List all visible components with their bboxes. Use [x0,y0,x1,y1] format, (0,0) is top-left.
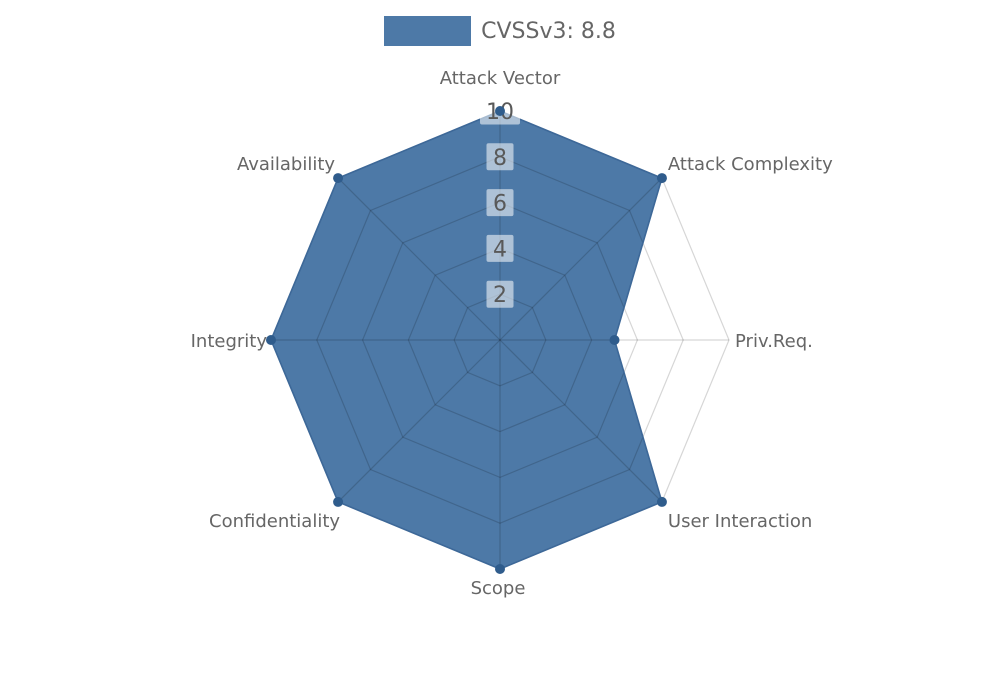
radar-point [656,496,667,507]
radar-tick-label: 6 [493,192,507,217]
radar-grid-ring [361,201,639,479]
radar-grid-ring [407,247,593,433]
radar-tick-label: 2 [493,283,507,308]
radar-point [656,173,667,184]
radar-grid-spoke [499,177,663,341]
radar-grid-spoke [499,339,663,503]
radar-grid-spoke [337,177,501,341]
axis-label-integrity: Integrity [191,331,268,352]
radar-point [266,335,276,345]
radar-tick-label: 4 [493,237,507,262]
axis-label-scope: Scope [471,578,526,599]
axis-label-user-interaction: User Interaction [668,511,812,532]
radar-tick-box [486,189,514,217]
legend: CVSSv3: 8.8 [0,16,1000,46]
radar-tick-box [486,143,514,171]
radar-tick-label: 8 [493,146,507,171]
axis-label-attack-vector: Attack Vector [440,68,561,89]
radar-tick-box [486,234,514,262]
radar-point [333,173,344,184]
legend-swatch [384,16,472,46]
axis-label-attack-complexity: Attack Complexity [668,154,833,175]
axis-label-priv-req: Priv.Req. [735,331,813,352]
radar-fill [271,111,662,569]
radar-grid-ring [316,156,684,524]
axis-label-confidentiality: Confidentiality [209,511,340,532]
axis-label-availability: Availability [237,154,335,175]
radar-tick-box [486,280,514,308]
legend-label: CVSSv3: 8.8 [481,18,616,44]
radar-point [609,335,620,345]
radar-point [495,564,505,574]
radar-grid-ring [453,293,547,387]
radar-grid-spoke [337,339,501,503]
radar-point [333,496,344,507]
radar-point [495,106,505,116]
